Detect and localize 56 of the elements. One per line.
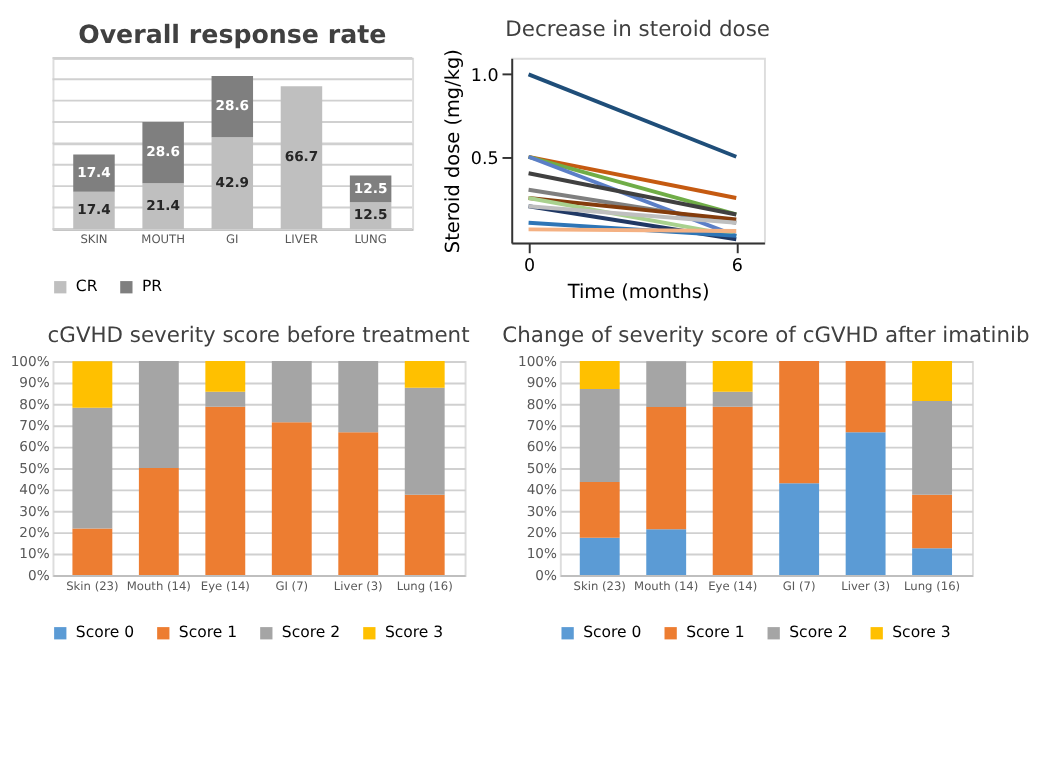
legend-label: Score 2	[281, 623, 341, 642]
bar	[72, 407, 113, 529]
bar	[271, 422, 312, 575]
bar	[271, 361, 312, 423]
bar	[73, 154, 115, 192]
bar	[712, 391, 753, 407]
bar	[579, 361, 620, 389]
x-tick-label: 6	[731, 256, 743, 277]
bar	[646, 407, 687, 530]
bar	[845, 361, 886, 433]
chart-title: Change of severity score of cGVHD after imatinib	[502, 321, 1030, 348]
bar	[142, 122, 184, 184]
bar	[72, 528, 113, 575]
bar	[712, 361, 753, 392]
chart-title: Decrease in steroid dose	[505, 16, 770, 43]
bar	[779, 483, 820, 575]
bar	[404, 387, 445, 495]
bar	[404, 494, 445, 575]
bar	[579, 537, 620, 575]
bar	[712, 406, 753, 575]
legend-label: Score 3	[892, 623, 951, 642]
bar	[205, 391, 246, 407]
bar	[646, 361, 687, 408]
bar	[72, 361, 113, 408]
bar	[579, 388, 620, 482]
bar	[646, 529, 687, 575]
y-axis-title: Steroid dose (mg/kg)	[443, 49, 466, 254]
y-tick-label: 0.5	[470, 149, 499, 170]
bar	[338, 361, 379, 433]
chart-title: Overall response rate	[78, 19, 387, 50]
bar	[338, 432, 379, 575]
bar	[845, 432, 886, 575]
legend-label: Score 2	[789, 623, 848, 642]
bar	[205, 361, 246, 392]
legend-label: Score 1	[178, 623, 238, 642]
legend-label: Score 0	[75, 623, 135, 642]
legend-label: PR	[141, 277, 164, 296]
bar	[912, 401, 953, 495]
bar	[138, 468, 179, 575]
bar	[579, 481, 620, 538]
y-tick-label: 1.0	[470, 67, 499, 88]
bar	[779, 361, 820, 484]
bar	[912, 494, 953, 549]
bar	[912, 360, 953, 402]
legend-label: CR	[75, 277, 99, 296]
bar	[404, 361, 445, 388]
x-axis-title: Time (months)	[565, 281, 710, 304]
bar	[138, 361, 179, 469]
legend-label: Score 1	[686, 623, 745, 642]
legend-label: Score 0	[583, 623, 642, 642]
bar	[211, 76, 254, 138]
bar	[912, 548, 953, 575]
legend-label: Score 3	[384, 623, 444, 642]
chart-title: cGVHD severity score before treatment	[47, 321, 470, 348]
x-tick-label: 0	[523, 256, 536, 277]
bar	[205, 406, 246, 575]
